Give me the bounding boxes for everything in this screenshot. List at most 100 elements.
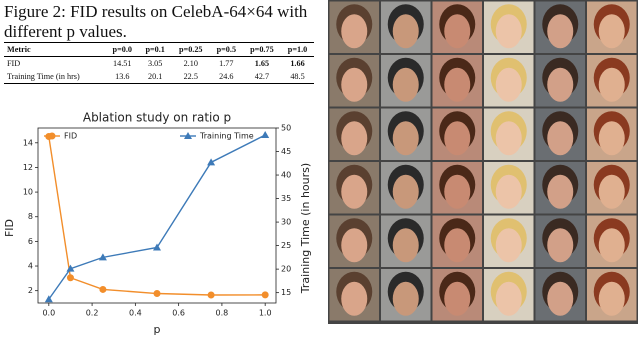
y-axis-label: FID [3,219,16,237]
sample-face [495,67,522,102]
header-cell: p=0.5 [216,45,237,54]
sample-face [547,14,574,49]
sample-face [598,228,625,263]
cell: 14.51 [113,59,132,68]
sample-face [341,281,368,316]
sample-face [444,67,471,102]
sample-face [444,174,471,209]
legend-label: Training Time [199,132,254,141]
results-table: Metric p=0.0 p=0.1 p=0.25 p=0.5 p=0.75 p… [4,42,314,84]
table-row: Training Time (in hrs) 13.6 20.1 22.5 24… [4,70,314,84]
cell: 1.66 [290,59,305,68]
sample-face [598,121,625,156]
sample-face [495,281,522,316]
sample-face [547,228,574,263]
marker [261,131,270,139]
y2-tick-label: 20 [281,265,291,274]
y-tick-label: 10 [23,188,33,197]
sample-face [495,14,522,49]
marker [99,285,107,293]
sample-face [598,174,625,209]
x-tick-label: 0.8 [216,309,229,318]
sample-face [547,121,574,156]
chart-title: Ablation study on ratio p [83,111,231,125]
sample-face [547,174,574,209]
sample-face [495,174,522,209]
y2-tick-label: 25 [281,241,291,250]
chart: Ablation study on ratio p p FID Training… [3,111,312,337]
marker [261,291,269,299]
marker [66,264,75,272]
header-cell: p=0.75 [250,45,274,54]
table-row: FID 14.51 3.05 2.10 1.77 1.65 1.66 [4,57,314,71]
sample-face [547,281,574,316]
marker [66,274,74,282]
y2-tick-label: 50 [281,124,291,133]
sample-face [392,14,419,49]
figure-caption: Figure 2: FID results on CelebA-64×64 wi… [4,2,308,41]
sample-face [341,121,368,156]
sample-face [495,121,522,156]
cell: 1.77 [219,59,234,68]
cell: 42.7 [254,72,270,81]
sample-face [392,228,419,263]
header-cell: Metric [7,45,31,54]
cell: 24.6 [219,72,234,81]
x-axis-label: p [154,323,161,336]
cell: 2.10 [183,59,198,68]
grid-background [328,0,638,324]
sample-face [598,14,625,49]
header-cell: p=0.25 [178,45,203,54]
sample-face [392,174,419,209]
cell: 22.5 [183,72,198,81]
sample-face [547,67,574,102]
cell: 3.05 [148,59,163,68]
header-cell: p=0.1 [145,45,165,54]
sample-face [341,14,368,49]
y-tick-label: 2 [28,286,33,295]
header-cell: p=1.0 [287,45,308,54]
marker [207,158,216,166]
sample-face [444,121,471,156]
y2-tick-label: 45 [281,147,291,156]
sample-grid [328,0,638,324]
sample-face [392,281,419,316]
series-line [48,134,266,300]
y-tick-label: 12 [23,163,33,172]
marker [207,291,215,299]
sample-face [392,121,419,156]
y-tick-label: 14 [23,138,33,147]
series-line [48,136,266,296]
sample-face [495,228,522,263]
x-tick-label: 0.4 [129,309,142,318]
cell: 13.6 [115,72,130,81]
x-tick-label: 0.2 [86,309,99,318]
marker [44,295,53,303]
header-cell: p=0.0 [112,45,132,54]
y2-tick-label: 40 [281,171,291,180]
cell: 20.1 [148,72,163,81]
y2-tick-label: 15 [281,288,291,297]
legend-marker [48,132,56,140]
sample-face [444,14,471,49]
x-tick-label: 0.6 [172,309,185,318]
y-tick-label: 8 [28,212,33,221]
y2-tick-label: 30 [281,218,291,227]
cell: FID [7,59,21,68]
cell: Training Time (in hrs) [7,72,80,81]
legend-marker [184,132,192,139]
marker [98,253,107,261]
y-tick-label: 6 [28,237,33,246]
y2-tick-label: 35 [281,194,291,203]
sample-face [444,281,471,316]
plot-frame [37,127,277,304]
marker [153,290,161,298]
legend-label: FID [64,132,77,141]
sample-face [341,174,368,209]
x-tick-label: 1.0 [259,309,272,318]
sample-face [341,67,368,102]
sample-face [598,281,625,316]
y-tick-label: 4 [28,262,33,271]
sample-face [444,228,471,263]
